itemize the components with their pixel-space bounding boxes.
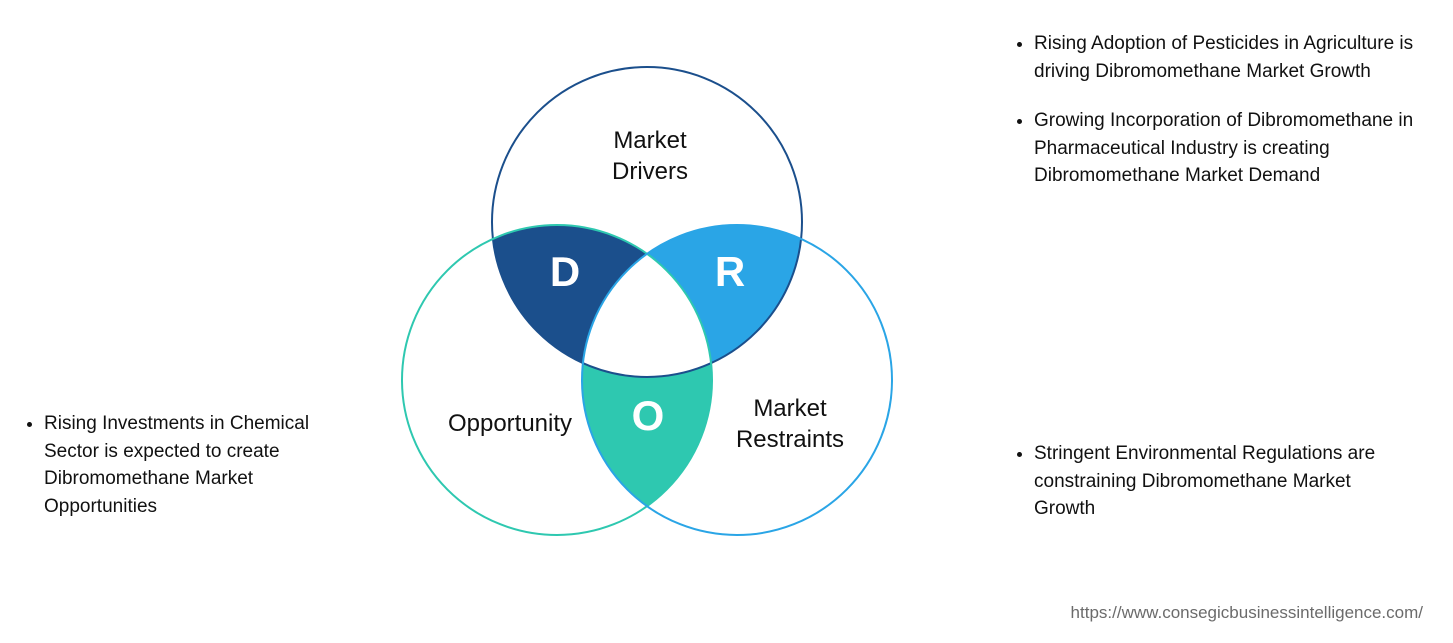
bullets-opportunity-list: Rising Investments in Chemical Sector is…	[20, 410, 350, 520]
venn-svg	[365, 30, 925, 590]
bullets-restraints-list: Stringent Environmental Regulations are …	[1010, 440, 1415, 523]
source-url: https://www.consegicbusinessintelligence…	[1071, 603, 1423, 623]
list-item: Rising Adoption of Pesticides in Agricul…	[1034, 30, 1415, 85]
letter-r: R	[705, 248, 755, 296]
list-item: Rising Investments in Chemical Sector is…	[44, 410, 350, 520]
bullets-opportunity: Rising Investments in Chemical Sector is…	[20, 410, 350, 542]
letter-o: O	[623, 392, 673, 440]
list-item: Stringent Environmental Regulations are …	[1034, 440, 1415, 523]
letter-d: D	[540, 248, 590, 296]
label-market-drivers: Market Drivers	[590, 125, 710, 187]
label-drivers-line2: Drivers	[612, 158, 688, 185]
list-item: Growing Incorporation of Dibromomethane …	[1034, 107, 1415, 190]
label-market-restraints: Market Restraints	[720, 393, 860, 455]
label-restraints-line1: Market	[753, 395, 826, 422]
bullets-drivers: Rising Adoption of Pesticides in Agricul…	[1010, 30, 1415, 212]
label-opportunity: Opportunity	[430, 408, 590, 439]
bullets-drivers-list: Rising Adoption of Pesticides in Agricul…	[1010, 30, 1415, 190]
label-restraints-line2: Restraints	[736, 426, 844, 453]
bullets-restraints: Stringent Environmental Regulations are …	[1010, 440, 1415, 545]
venn-diagram: Market Drivers Opportunity Market Restra…	[365, 30, 925, 590]
label-drivers-line1: Market	[613, 127, 686, 154]
